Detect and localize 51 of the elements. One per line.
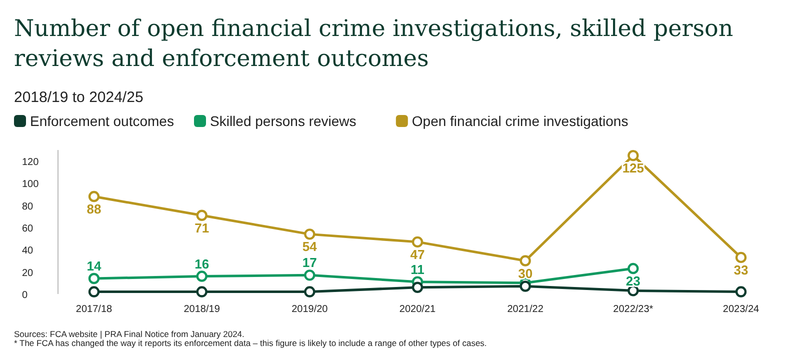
point bbox=[735, 252, 747, 264]
point bbox=[304, 270, 316, 281]
x-tick-label: 2022/23* bbox=[613, 304, 654, 315]
point bbox=[520, 255, 531, 266]
x-tick-label: 2020/21 bbox=[399, 304, 436, 315]
x-tick-label: 2021/22 bbox=[507, 304, 544, 315]
data-label: 33 bbox=[734, 262, 748, 278]
data-label: 125 bbox=[622, 160, 644, 176]
point bbox=[628, 285, 639, 296]
legend-label: Open financial crime investigations bbox=[412, 113, 628, 129]
x-tick-label: 2019/20 bbox=[292, 304, 328, 315]
y-tick-label: 0 bbox=[22, 290, 28, 301]
data-label: 54 bbox=[302, 239, 318, 254]
point bbox=[88, 286, 100, 298]
source-note: Sources: FCA website | PRA Final Notice from January 2024. bbox=[14, 329, 244, 339]
x-tick-label: 2017/18 bbox=[76, 304, 113, 315]
data-label: 88 bbox=[86, 202, 102, 217]
y-tick-label: 60 bbox=[22, 224, 34, 235]
chart-title: Number of open financial crime investigations, skilled person reviews and enforcement outcomes bbox=[14, 16, 734, 72]
data-label: 17 bbox=[302, 255, 317, 270]
point bbox=[196, 286, 208, 298]
y-tick-label: 20 bbox=[22, 268, 34, 279]
point bbox=[412, 236, 424, 248]
point bbox=[196, 270, 208, 282]
point bbox=[88, 272, 100, 284]
point bbox=[304, 286, 316, 298]
point bbox=[304, 228, 316, 240]
data-label: 23 bbox=[626, 274, 640, 289]
point bbox=[628, 262, 639, 274]
y-tick-label: 120 bbox=[22, 157, 40, 168]
data-label: 11 bbox=[410, 262, 424, 277]
y-tick-label: 40 bbox=[22, 246, 34, 257]
y-tick-label: 80 bbox=[22, 201, 34, 212]
y-tick-label: 100 bbox=[22, 179, 40, 190]
x-tick-label: 2018/19 bbox=[184, 304, 220, 315]
point bbox=[196, 210, 208, 221]
legend-label: Skilled persons reviews bbox=[210, 113, 356, 129]
point bbox=[735, 286, 747, 298]
data-label: 30 bbox=[518, 266, 533, 281]
point bbox=[88, 190, 100, 202]
data-label: 14 bbox=[86, 258, 102, 274]
data-label: 47 bbox=[410, 246, 425, 262]
chart-subtitle: 2018/19 to 2024/25 bbox=[14, 89, 144, 106]
x-tick-label: 2023/24 bbox=[722, 304, 760, 315]
data-label: 71 bbox=[194, 220, 210, 236]
legend-label: Enforcement outcomes bbox=[30, 113, 174, 129]
point bbox=[412, 282, 424, 293]
point bbox=[520, 280, 531, 292]
data-label: 16 bbox=[194, 256, 210, 272]
point bbox=[628, 150, 639, 162]
text: * The FCA has changed the way it reports its enforcement data – this figure is likely to include a range of other types of cases. bbox=[14, 338, 487, 348]
